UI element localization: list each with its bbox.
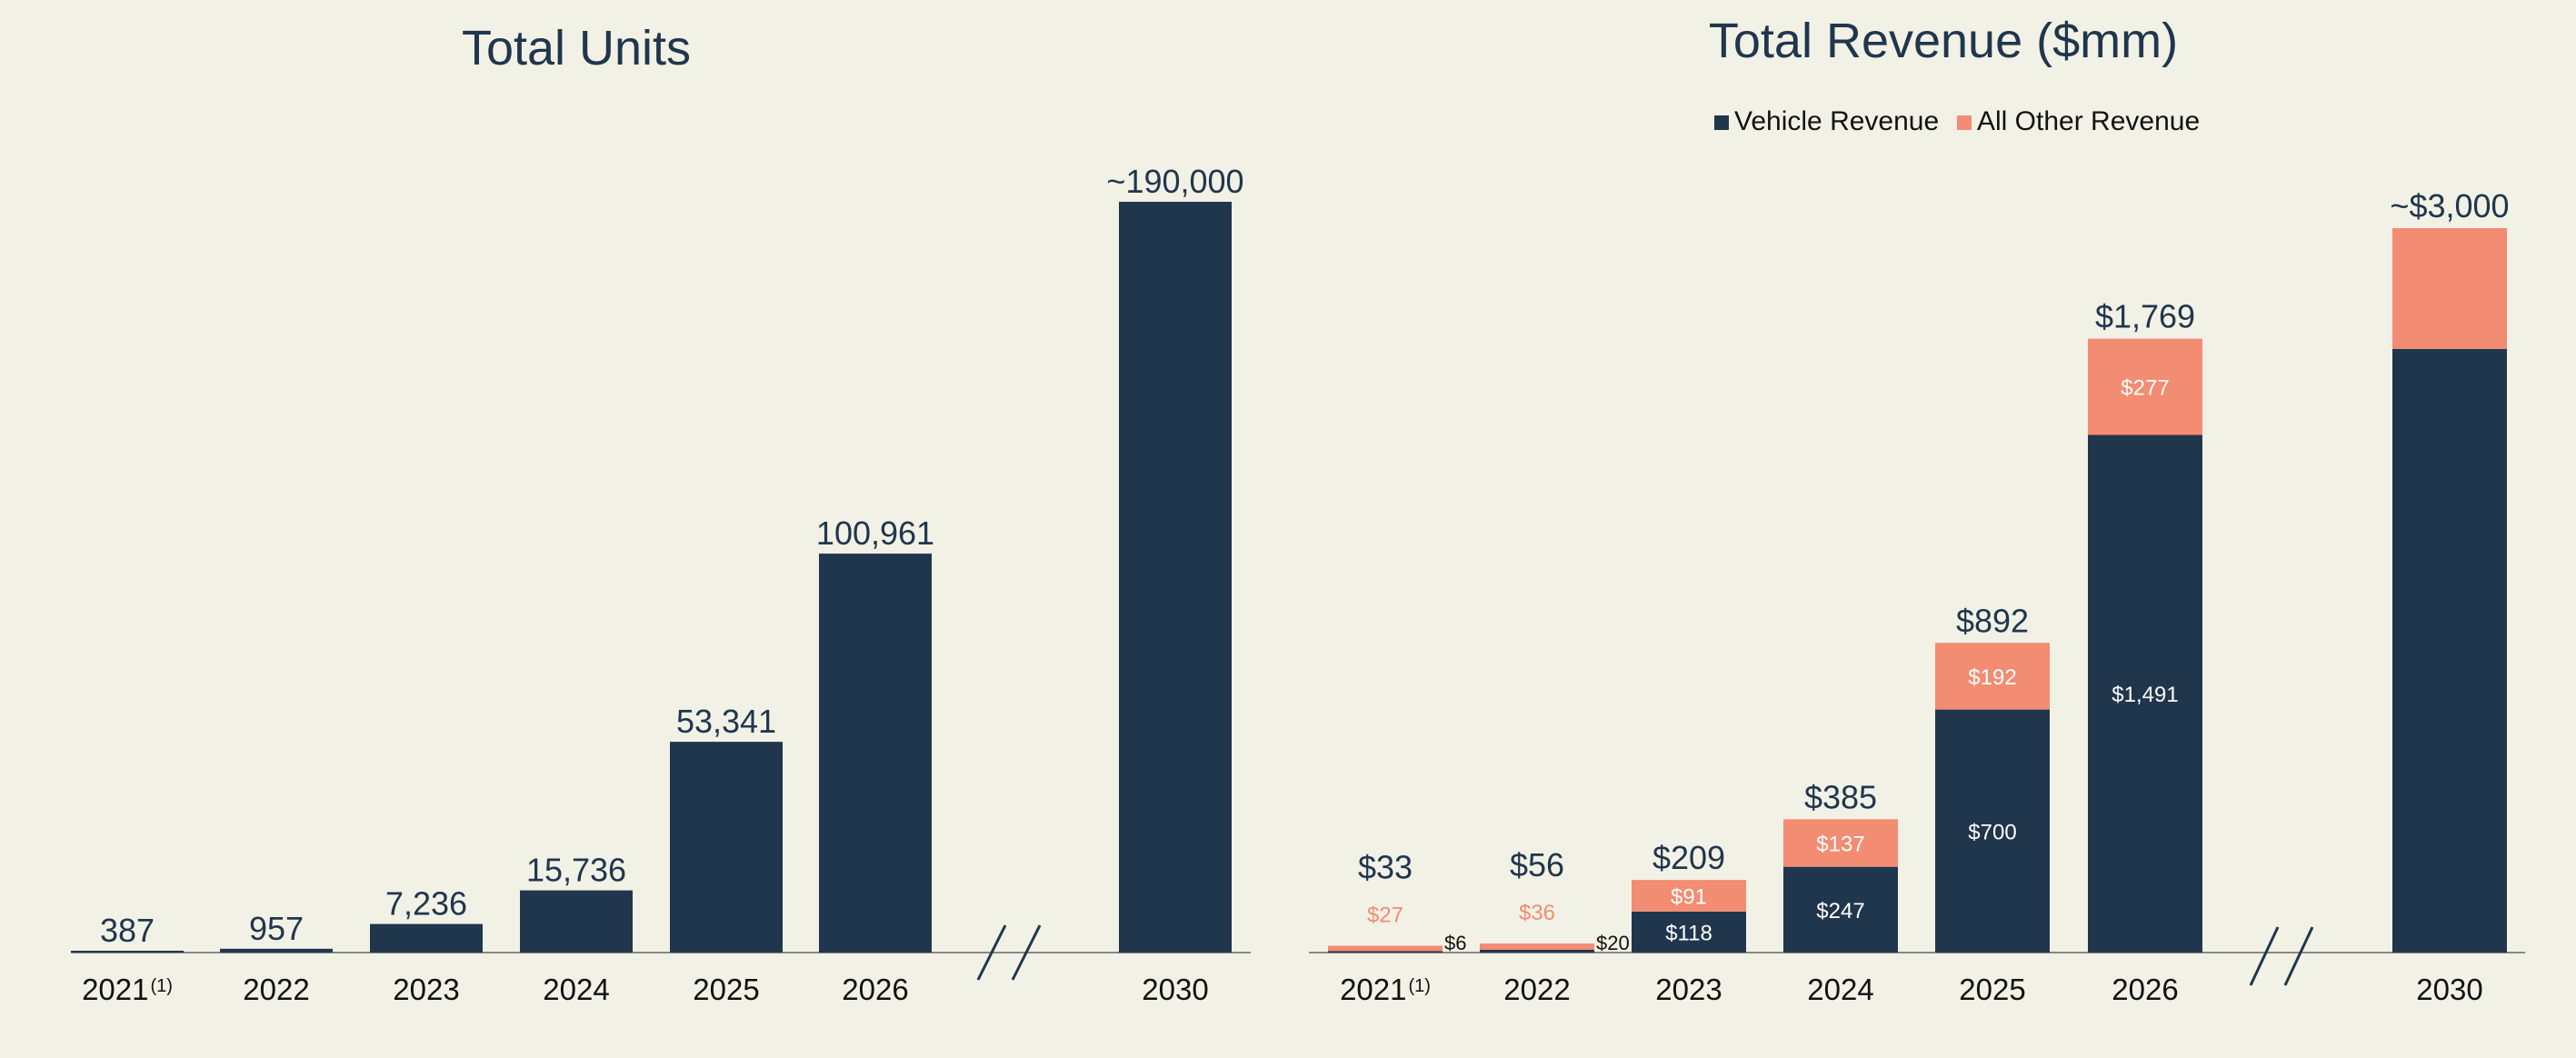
revenue-x-tick-2023: 2023 (1655, 973, 1722, 1006)
units-value-label-2030: ~190,000 (1106, 163, 1243, 200)
units-value-label-2024: 15,736 (526, 852, 626, 889)
revenue-total-label-2023: $209 (1652, 839, 1725, 876)
revenue-x-tick-2021: 2021 (1) (1340, 973, 1431, 1006)
units-x-tick-2030: 2030 (1142, 973, 1208, 1006)
revenue-bar-other-2025 (1935, 643, 2050, 710)
revenue-x-tick-2026: 2026 (2112, 973, 2178, 1006)
units-bars: 387 2021 (1) 957 2022 7,236 2023 15,736 2024 53,3… (71, 163, 1244, 1006)
revenue-x-tick-2030: 2030 (2416, 973, 2482, 1006)
revenue-bar-other-2030 (2392, 228, 2507, 349)
units-value-label-2021: 387 (100, 912, 155, 949)
revenue-bar-other-2026 (2088, 338, 2202, 435)
units-bar-2025 (670, 742, 783, 953)
revenue-legend: Vehicle Revenue All Other Revenue (1714, 106, 2200, 136)
revenue-other-label-2025: $192 (1968, 665, 2016, 690)
legend-label-other: All Other Revenue (1977, 106, 2200, 136)
units-x-tick-2024: 2024 (543, 973, 609, 1006)
units-value-label-2022: 957 (249, 910, 304, 947)
revenue-bar-other-2024 (1783, 819, 1898, 867)
revenue-bar-vehicle-2030 (2392, 348, 2507, 953)
units-bar-2024 (520, 890, 633, 953)
legend-swatch-vehicle (1714, 115, 1729, 130)
units-bar-2023 (370, 923, 483, 953)
revenue-bar-other-2023 (1632, 880, 1746, 912)
revenue-bar-other-2021 (1328, 945, 1443, 952)
revenue-vehicle-label-2025: $700 (1968, 820, 2016, 844)
revenue-total-label-2025: $892 (1956, 602, 2029, 639)
legend-label-vehicle: Vehicle Revenue (1734, 106, 1939, 136)
revenue-bar-vehicle-2023 (1632, 911, 1746, 953)
units-bar-2026 (819, 554, 932, 953)
revenue-other-label-2022: $36 (1519, 901, 1555, 925)
revenue-bar-other-2022 (1480, 943, 1594, 950)
revenue-x-tick-2024: 2024 (1807, 973, 1873, 1006)
revenue-vehicle-label-2021: $6 (1444, 932, 1466, 954)
revenue-bars: $6 $27 $33 2021 (1) $20 $36 $56 2022 $118 $91 $209 2… (1328, 187, 2510, 1006)
units-chart-title: Total Units (462, 21, 691, 75)
units-x-tick-2025: 2025 (693, 973, 759, 1006)
revenue-vehicle-label-2026: $1,491 (2112, 683, 2178, 707)
legend-item-other-revenue: All Other Revenue (1957, 106, 2200, 136)
revenue-x-tick-2022: 2022 (1503, 973, 1570, 1006)
units-x-tick-footnote: (1) (150, 976, 172, 996)
units-bar-2021 (71, 951, 184, 953)
revenue-vehicle-label-2024: $247 (1816, 899, 1864, 923)
units-x-tick-2026: 2026 (842, 973, 908, 1006)
revenue-total-label-2030: ~$3,000 (2390, 187, 2509, 225)
revenue-other-label-2023: $91 (1671, 885, 1707, 910)
revenue-bar-vehicle-2026 (2088, 434, 2202, 953)
revenue-x-tick-footnote: (1) (1408, 976, 1430, 996)
revenue-vehicle-label-2022: $20 (1596, 932, 1630, 954)
units-x-tick-2021: 2021 (1) (82, 973, 173, 1006)
units-value-label-2023: 7,236 (385, 885, 467, 923)
legend-swatch-other (1957, 115, 1972, 130)
revenue-vehicle-label-2023: $118 (1665, 921, 1712, 945)
units-x-tick-2022: 2022 (243, 973, 309, 1006)
units-bar-2022 (220, 948, 333, 953)
units-value-label-2025: 53,341 (676, 703, 776, 740)
units-value-label-2026: 100,961 (816, 514, 934, 552)
revenue-x-tick-2025: 2025 (1959, 973, 2025, 1006)
revenue-bar-vehicle-2021 (1328, 951, 1443, 953)
revenue-total-label-2024: $385 (1804, 778, 1877, 815)
units-chart: Total Units 387 2021 (1) 957 2022 7,236 2023 15… (71, 21, 1251, 1006)
units-x-tick-2023: 2023 (393, 973, 459, 1006)
revenue-chart: Total Revenue ($mm) Vehicle Revenue All … (1309, 14, 2525, 1006)
revenue-chart-title: Total Revenue ($mm) (1709, 14, 2178, 68)
revenue-axis-break (2249, 926, 2314, 986)
revenue-bar-vehicle-2025 (1935, 709, 2050, 953)
units-axis-break (976, 924, 1042, 981)
revenue-bar-vehicle-2022 (1480, 950, 1594, 953)
revenue-total-label-2022: $56 (1510, 846, 1564, 883)
legend-item-vehicle-revenue: Vehicle Revenue (1714, 106, 1939, 136)
revenue-other-label-2021: $27 (1367, 903, 1403, 928)
revenue-other-label-2026: $277 (2121, 376, 2169, 401)
revenue-other-label-2024: $137 (1816, 832, 1864, 856)
units-bar-2030 (1119, 202, 1232, 953)
revenue-total-label-2021: $33 (1358, 849, 1413, 886)
revenue-bar-vehicle-2024 (1783, 866, 1898, 953)
revenue-total-label-2026: $1,769 (2095, 298, 2195, 335)
